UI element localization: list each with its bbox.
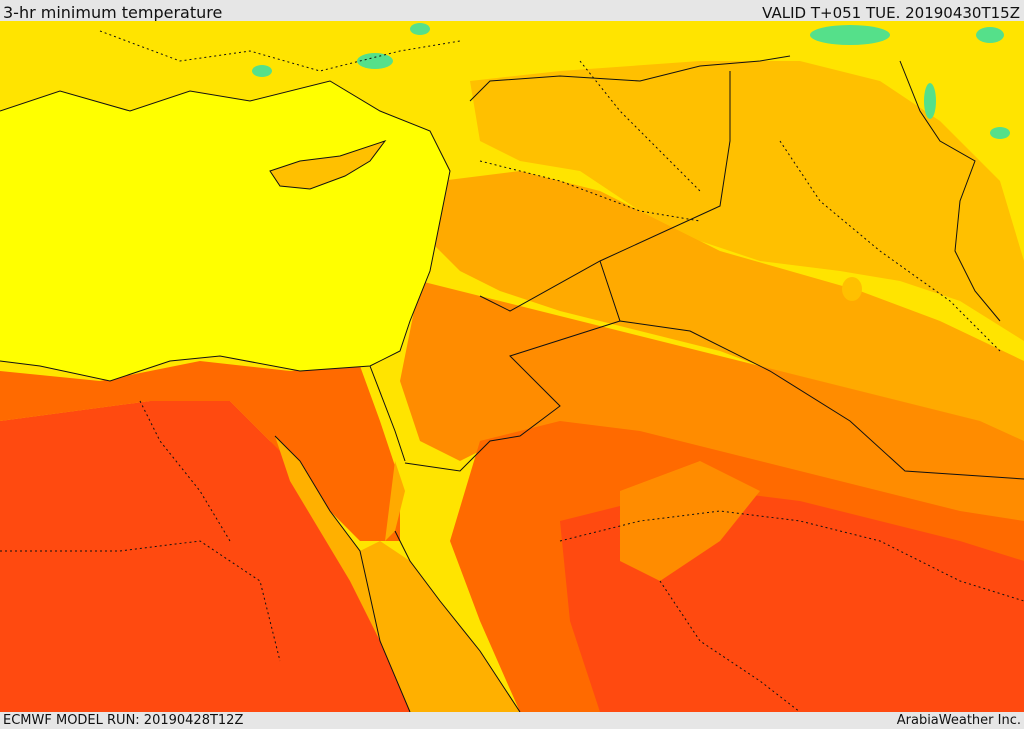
red-sea bbox=[275, 436, 520, 712]
header-bar: 3-hr minimum temperature VALID T+051 TUE… bbox=[0, 0, 1024, 22]
province-line-2 bbox=[139, 400, 231, 542]
cyprus-coast bbox=[269, 140, 387, 190]
province-line-6 bbox=[659, 580, 801, 712]
province-line-3 bbox=[479, 160, 701, 222]
cool-patches bbox=[252, 23, 1010, 139]
valid-time: VALID T+051 TUE. 20190430T15Z bbox=[762, 4, 1020, 22]
map-title: 3-hr minimum temperature bbox=[3, 3, 223, 22]
cool-patch-7 bbox=[924, 83, 936, 119]
footer-bar: ECMWF MODEL RUN: 20190428T12Z ArabiaWeat… bbox=[0, 712, 1024, 729]
model-run: ECMWF MODEL RUN: 20190428T12Z bbox=[3, 713, 244, 728]
iran-border bbox=[899, 60, 1001, 322]
temperature-bands bbox=[0, 21, 1024, 712]
jordan-saudi-border bbox=[404, 320, 621, 472]
band-egypt bbox=[0, 361, 400, 541]
map-canvas bbox=[0, 21, 1024, 712]
red-sea-east-coast bbox=[394, 530, 521, 712]
boundaries bbox=[0, 55, 1024, 712]
province-boundaries bbox=[0, 30, 1024, 712]
cool-patch-4 bbox=[810, 25, 890, 45]
province-line-7 bbox=[99, 30, 461, 72]
cool-patch-3 bbox=[252, 65, 272, 77]
gulf-aqaba bbox=[385, 461, 405, 541]
band-amber bbox=[430, 171, 1024, 441]
cyprus-island bbox=[270, 141, 385, 189]
lake-milh bbox=[842, 277, 862, 301]
cool-patch-6 bbox=[990, 127, 1010, 139]
province-line-5 bbox=[559, 510, 1024, 602]
temperature-map[interactable] bbox=[0, 21, 1024, 712]
red-sea-west-coast bbox=[274, 435, 411, 712]
syria-iraq-border bbox=[479, 71, 731, 312]
mediterranean-sea bbox=[0, 81, 450, 381]
province-line-4 bbox=[779, 140, 1001, 352]
cool-patch-1 bbox=[410, 23, 430, 35]
cool-patch-5 bbox=[976, 27, 1004, 43]
band-egypt-south bbox=[0, 401, 420, 712]
turkey-syria-border bbox=[469, 55, 791, 102]
egypt-israel-border bbox=[369, 365, 406, 462]
cool-patch-2 bbox=[357, 53, 393, 69]
band-gold bbox=[470, 61, 1024, 341]
province-line-1 bbox=[0, 540, 281, 662]
lake-tharthar bbox=[822, 212, 842, 240]
credit-label: ArabiaWeather Inc. bbox=[896, 713, 1021, 728]
band-arabia-mid bbox=[620, 461, 760, 581]
mediterranean-coastline bbox=[0, 80, 451, 382]
